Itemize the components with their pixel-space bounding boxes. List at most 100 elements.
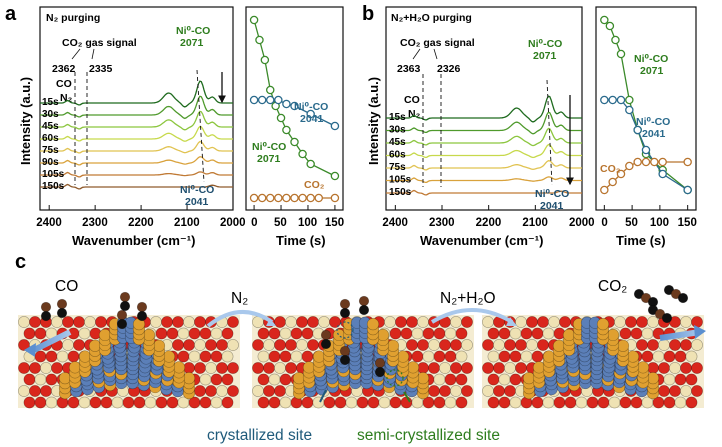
panel-a-peak-top-wn: 2071: [180, 37, 204, 49]
substrate-atom: [636, 316, 648, 328]
panel-a-frame: [39, 6, 234, 211]
substrate-atom: [188, 350, 201, 363]
x-tick-label: 150: [325, 217, 344, 229]
kinetics-point: [298, 149, 307, 159]
substrate-atom: [542, 396, 555, 409]
substrate-atom: [34, 350, 47, 363]
kinetics-point: [658, 157, 667, 167]
substrate-atom: [216, 362, 228, 374]
substrate-atom: [450, 339, 462, 351]
panel-b-co-label: CO: [404, 94, 420, 106]
substrate-atom: [34, 373, 47, 386]
panel-a-x-axis-label: Wavenumber (cm⁻¹): [72, 233, 195, 248]
substrate-atom: [487, 396, 500, 409]
substrate-atom: [51, 316, 63, 328]
substrate-atom: [482, 316, 494, 328]
panel-a-traces: [40, 80, 233, 190]
desorb-arrow-right: [659, 329, 701, 341]
scene-co2-release: [482, 284, 704, 409]
substrate-atom: [221, 350, 234, 363]
substrate-atom: [482, 385, 494, 397]
substrate-atom: [285, 316, 297, 328]
substrate-atom: [482, 362, 494, 374]
substrate-atom: [680, 316, 692, 328]
trace-time-label: 60s: [42, 133, 59, 144]
substrate-atom: [509, 327, 522, 340]
kinetics-point: [600, 185, 609, 195]
panel-a-x-ticks: 2400 2300 2200 2100 2000: [36, 205, 246, 229]
x-tick-label: 100: [650, 217, 669, 229]
substrate-atom: [641, 327, 654, 340]
o-atom: [116, 318, 128, 330]
substrate-atom: [166, 327, 179, 340]
semi-crystallized-site-label: semi-crystallized site: [357, 427, 500, 444]
kinetics-point: [290, 101, 299, 111]
kinetics-point: [274, 193, 283, 203]
substrate-atom: [301, 396, 314, 409]
panel-a-peak-bottom-wn: 2041: [185, 196, 209, 208]
substrate-atom: [199, 350, 212, 363]
spectrum-trace: [40, 183, 233, 190]
substrate-atom: [685, 396, 698, 409]
c-atom: [339, 345, 351, 357]
panel-a-spectra: N₂ purging CO₂ gas signal 2362 2335 CO N…: [18, 6, 246, 248]
c-atom: [116, 309, 128, 321]
ni-atom: [366, 318, 380, 331]
substrate-atom: [227, 385, 239, 397]
substrate-atom: [498, 396, 511, 409]
substrate-atom: [680, 385, 692, 397]
substrate-atom: [45, 396, 58, 409]
x-tick-label: 2300: [429, 217, 455, 229]
substrate-atom: [389, 327, 402, 340]
trace-time-label: 150s: [389, 187, 412, 198]
substrate-atom: [433, 350, 446, 363]
substrate-atom: [56, 350, 69, 363]
o-atom: [661, 312, 673, 324]
panel-a-gas-arrow-1: [71, 48, 81, 60]
kinetics-point: [625, 95, 634, 105]
substrate-atom: [227, 316, 239, 328]
substrate-atom: [674, 350, 687, 363]
substrate-atom: [323, 396, 336, 409]
kinetics-point: [265, 85, 275, 95]
arrow-n2-purge: [206, 309, 274, 328]
substrate-atom: [619, 396, 632, 409]
x-tick-label: 2400: [36, 217, 62, 229]
c-atom: [56, 298, 68, 310]
substrate-atom: [487, 350, 500, 363]
substrate-atom: [221, 396, 234, 409]
substrate-atom: [210, 373, 223, 386]
crystallized-pointer: [319, 389, 327, 403]
substrate-atom: [183, 316, 195, 328]
substrate-atom: [29, 362, 41, 374]
substrate-atom: [509, 350, 522, 363]
substrate-atom: [296, 339, 308, 351]
substrate-atom: [537, 316, 549, 328]
spectrum-trace: [40, 171, 233, 178]
panel-a-y-axis-label: Intensity (a.u.): [18, 77, 33, 165]
substrate-atom: [663, 396, 676, 409]
substrate-atom: [455, 373, 468, 386]
substrate-atom: [455, 327, 468, 340]
substrate-atom: [263, 339, 275, 351]
kinetics-point: [600, 15, 609, 25]
kinetics-point: [306, 109, 315, 119]
substrate-atom: [680, 339, 692, 351]
x-tick-label: 2100: [522, 217, 548, 229]
substrate-atom: [685, 373, 698, 386]
kinetics-point: [306, 193, 315, 203]
substrate-atom: [509, 373, 522, 386]
substrate-atom: [194, 362, 206, 374]
x-tick-label: 50: [274, 217, 287, 229]
c-atom: [358, 295, 370, 307]
substrate-atom: [658, 339, 670, 351]
substrate-atom: [461, 362, 473, 374]
panel-b-kin-x-axis-label: Time (s): [616, 233, 666, 248]
substrate-atom: [498, 373, 511, 386]
x-tick-label: 2400: [382, 217, 408, 229]
panel-b-gas-signal-label: CO₂ gas signal: [400, 37, 475, 49]
substrate-atom: [257, 350, 270, 363]
substrate-atom: [647, 316, 659, 328]
substrate-atom: [537, 339, 549, 351]
